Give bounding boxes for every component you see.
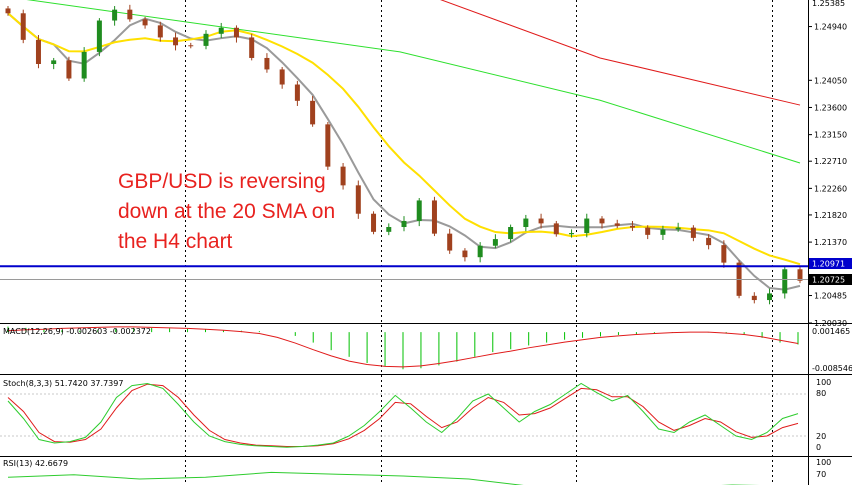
sma-200-line [440,0,801,106]
stoch-axis-20: 20 [816,432,826,441]
candle-bear [325,124,331,167]
candle-bull [508,227,514,240]
candle-bull [112,9,118,21]
candle-bear [721,245,727,263]
stoch-signal-line [7,383,799,447]
rsi-axis-100: 100 [816,458,831,467]
annotation-line-1: GBP/USD is reversing [118,170,326,193]
macd-axis-top: 0.001465 [812,327,850,336]
candle-bear [127,9,133,20]
price-axis-label: 1.22260 [814,184,847,193]
stoch-axis-100: 100 [816,378,831,387]
candle-bear [447,233,453,251]
candle-bear [294,84,300,101]
macd-label: MACD(12,26,9) -0.002603 -0.002372 [3,327,151,336]
candle-bear [142,19,148,26]
candle-bull [96,20,102,52]
candle-bear [355,185,361,214]
rsi-label: RSI(13) 42.6679 [3,459,68,468]
stoch-panel[interactable] [0,375,808,455]
candle-bear [340,166,346,186]
candle-bear [797,269,803,281]
stoch-main-line [7,382,799,448]
macd-indicator [7,326,799,370]
candle-bear [371,213,377,232]
candle-bear [264,57,270,70]
rsi-indicator [7,471,760,485]
candle-bear [157,25,163,38]
candle-bull [675,227,681,230]
candle-bear [751,295,757,301]
candle-bear [431,200,437,234]
price-axis-label: 1.24050 [814,76,847,85]
candle-bear [645,227,651,235]
candle-bear [310,100,316,125]
candle-bear [5,8,11,14]
candle-bull [203,33,209,46]
price-axis-label: 1.21820 [814,211,847,220]
candle-bear [233,27,239,38]
price-axis-label: 1.20485 [814,292,847,301]
candle-bear [599,218,605,224]
candle-bear [279,69,285,85]
rsi-axis-70: 70 [816,470,826,479]
candle-bull [767,293,773,301]
stoch-axis-80: 80 [816,389,826,398]
candle-bull [81,51,87,79]
macd-axis-bottom: -0.008546 [812,364,852,373]
candle-bear [629,225,635,228]
stochastic-indicator [0,382,808,448]
candle-bull [51,60,57,64]
candle-bull [523,218,529,228]
price-axis-label: 1.23600 [814,103,847,112]
price-label-top: 1.25385 [812,0,845,8]
stoch-label: Stoch(8,3,3) 51.7420 37.7397 [3,379,123,388]
price-axis-label: 1.23150 [814,131,847,140]
candle-bear [553,223,559,235]
rsi-panel[interactable] [0,457,808,485]
current-price-tag [809,274,852,285]
annotation-line-2: down at the 20 SMA on [118,200,335,223]
candle-bear [20,13,26,40]
price-axis-label: 1.22710 [814,157,847,166]
candle-bull [660,229,666,235]
stoch-axis-0: 0 [816,443,821,452]
price-axis-label: 1.24940 [814,23,847,32]
current-price-label: 1.20725 [812,276,845,285]
price-axis: 1.24940 1.24050 1.23600 1.23150 1.22710 1.222… [808,23,847,328]
candle-bear [173,37,179,46]
candle-bear [188,45,194,47]
candle-bear [66,60,72,79]
candle-bear [35,39,41,64]
candle-bull [218,27,224,34]
rsi-line [7,471,760,485]
annotation-line-3: the H4 chart [118,230,233,253]
support-price-label: 1.20971 [812,260,845,269]
candle-bear [706,237,712,246]
candle-bull [569,233,575,235]
period-separators [185,0,773,485]
candle-bull [401,220,407,228]
candle-bear [690,227,696,238]
candle-bull [584,218,590,234]
macd-signal-line [7,326,799,368]
candle-bear [614,223,620,226]
candle-bull [386,227,392,232]
candle-bull [416,200,422,221]
price-axis-label: 1.20030 [814,319,847,328]
sma-50-line [7,12,801,266]
candle-bear [462,250,468,258]
sma-100-line [26,0,801,164]
candle-bull [492,239,498,246]
price-axis-label: 1.21370 [814,238,847,247]
candle-bear [538,218,544,224]
candle-bull [477,245,483,258]
annotation-text: GBP/USD is reversing down at the 20 SMA … [118,170,335,253]
candle-bear [249,37,255,58]
support-price-tag [809,258,852,269]
candle-bull [782,269,788,294]
